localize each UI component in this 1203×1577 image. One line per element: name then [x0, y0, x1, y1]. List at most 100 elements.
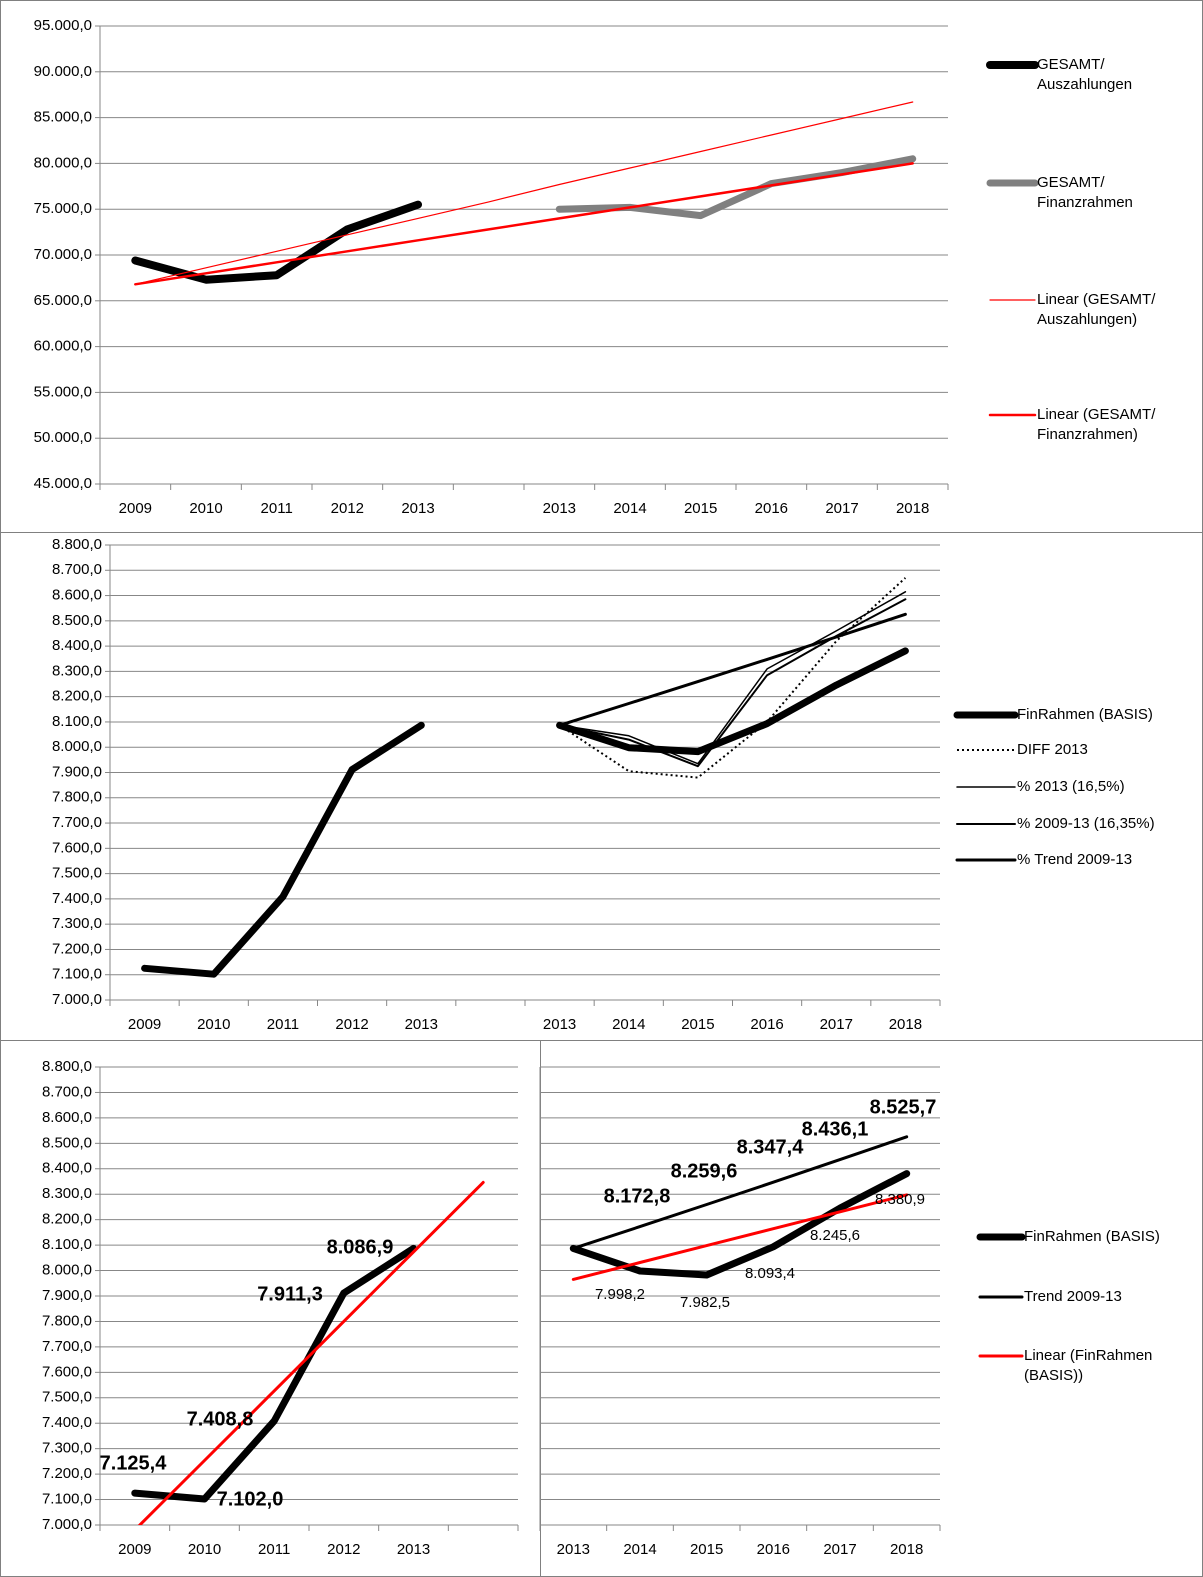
y-tick-label: 95.000,0: [34, 17, 92, 34]
series-line: [131, 200, 422, 284]
y-tick-label: 75.000,0: [34, 200, 92, 217]
legend-label: GESAMT/ Auszahlungen: [1037, 56, 1133, 93]
y-tick-label: 65.000,0: [34, 292, 92, 309]
y-tick-label: 7.900,0: [52, 763, 102, 780]
x-tick-label: 2012: [335, 1016, 368, 1033]
y-tick-label: 8.100,0: [42, 1236, 92, 1253]
legend-label: GESAMT/ Finanzrahmen: [1037, 174, 1133, 211]
legend-label: % 2013 (16,5%): [1017, 778, 1125, 795]
series-line: [559, 577, 907, 779]
x-tick-label: 2009: [128, 1016, 161, 1033]
y-tick-label: 50.000,0: [34, 429, 92, 446]
y-tick-label: 8.800,0: [52, 536, 102, 553]
x-tick-label: 2010: [189, 500, 222, 517]
value-label: 7.998,2: [595, 1286, 645, 1303]
y-tick-label: 7.900,0: [42, 1287, 92, 1304]
x-tick-label: 2018: [889, 1016, 922, 1033]
y-tick-label: 7.600,0: [42, 1363, 92, 1380]
x-tick-label: 2018: [896, 500, 929, 517]
value-label: 8.172,8: [604, 1185, 671, 1207]
y-tick-label: 7.500,0: [52, 865, 102, 882]
y-tick-label: 8.700,0: [52, 561, 102, 578]
x-tick-label: 2012: [327, 1541, 360, 1558]
y-tick-label: 80.000,0: [34, 154, 92, 171]
legend-label: % Trend 2009-13: [1017, 851, 1133, 868]
x-tick-label: 2015: [684, 500, 717, 517]
legend-label: Linear (GESAMT/ Auszahlungen): [1037, 291, 1156, 328]
value-label: 8.436,1: [802, 1118, 869, 1140]
y-tick-label: 7.700,0: [42, 1338, 92, 1355]
x-tick-label: 2017: [820, 1016, 853, 1033]
y-tick-label: 8.500,0: [52, 612, 102, 629]
y-tick-label: 8.600,0: [42, 1109, 92, 1126]
legend-label: Linear (FinRahmen (BASIS)): [1024, 1347, 1153, 1384]
y-tick-label: 8.400,0: [52, 637, 102, 654]
x-tick-label: 2017: [825, 500, 858, 517]
y-tick-label: 7.700,0: [52, 814, 102, 831]
legend-label: % 2009-13 (16,35%): [1017, 815, 1155, 832]
y-tick-label: 8.200,0: [52, 688, 102, 705]
y-tick-label: 45.000,0: [34, 475, 92, 492]
y-tick-label: 8.600,0: [52, 587, 102, 604]
x-tick-label: 2013: [401, 500, 434, 517]
x-tick-label: 2014: [612, 1016, 645, 1033]
legend-label: Linear (GESAMT/ Finanzrahmen): [1037, 406, 1156, 443]
y-tick-label: 60.000,0: [34, 338, 92, 355]
x-tick-label: 2015: [690, 1541, 723, 1558]
x-tick-label: 2012: [331, 500, 364, 517]
series-line: [571, 1135, 909, 1250]
series-line: [569, 1170, 911, 1279]
y-tick-label: 7.800,0: [42, 1312, 92, 1329]
y-tick-label: 7.000,0: [52, 991, 102, 1008]
value-label: 8.093,4: [745, 1265, 795, 1282]
x-tick-label: 2013: [397, 1541, 430, 1558]
y-tick-label: 8.100,0: [52, 713, 102, 730]
x-tick-label: 2018: [890, 1541, 923, 1558]
y-tick-label: 7.400,0: [42, 1414, 92, 1431]
value-label: 7.911,3: [257, 1283, 323, 1305]
y-tick-label: 8.200,0: [42, 1211, 92, 1228]
series-line: [558, 612, 907, 727]
x-tick-label: 2013: [405, 1016, 438, 1033]
x-tick-label: 2013: [557, 1541, 590, 1558]
y-tick-label: 7.100,0: [42, 1491, 92, 1508]
value-label: 8.347,4: [737, 1136, 805, 1158]
series-line: [134, 162, 914, 286]
x-tick-label: 2011: [267, 1016, 299, 1033]
x-tick-label: 2014: [623, 1541, 656, 1558]
x-tick-label: 2013: [543, 500, 576, 517]
x-tick-label: 2009: [118, 1541, 151, 1558]
y-tick-label: 8.500,0: [42, 1134, 92, 1151]
legend-label: Trend 2009-13: [1024, 1288, 1122, 1305]
series-line: [558, 591, 907, 765]
x-tick-label: 2014: [613, 500, 646, 517]
value-label: 8.245,6: [810, 1227, 860, 1244]
value-label: 8.525,7: [870, 1096, 937, 1118]
x-tick-label: 2011: [258, 1541, 290, 1558]
value-label: 7.125,4: [100, 1452, 168, 1474]
y-tick-label: 90.000,0: [34, 63, 92, 80]
legend-label: DIFF 2013: [1017, 741, 1088, 758]
y-tick-label: 7.200,0: [42, 1465, 92, 1482]
y-tick-label: 85.000,0: [34, 109, 92, 126]
y-tick-label: 8.300,0: [42, 1185, 92, 1202]
y-tick-label: 8.300,0: [52, 662, 102, 679]
x-tick-label: 2016: [750, 1016, 783, 1033]
y-tick-label: 8.700,0: [42, 1083, 92, 1100]
y-tick-label: 55.000,0: [34, 383, 92, 400]
y-tick-label: 8.000,0: [52, 738, 102, 755]
x-tick-label: 2017: [823, 1541, 856, 1558]
value-label: 7.102,0: [217, 1488, 284, 1510]
series-line: [134, 101, 914, 285]
y-tick-label: 8.000,0: [42, 1262, 92, 1279]
series-line: [137, 1180, 485, 1525]
y-tick-label: 7.300,0: [52, 915, 102, 932]
series-line: [131, 1244, 417, 1503]
x-tick-label: 2010: [197, 1016, 230, 1033]
value-label: 8.380,9: [875, 1191, 925, 1208]
x-tick-label: 2011: [261, 500, 293, 517]
value-label: 7.982,5: [680, 1294, 730, 1311]
value-label: 7.408,8: [187, 1408, 254, 1430]
